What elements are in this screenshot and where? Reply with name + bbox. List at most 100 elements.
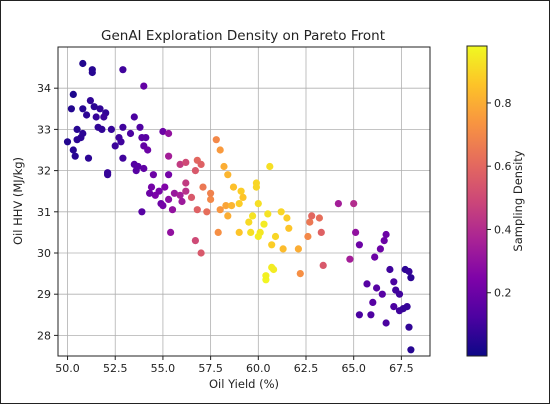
scatter-point [294,245,302,253]
scatter-point [111,142,119,150]
scatter-point [390,278,398,286]
colorbar-tick-label: 0.6 [494,160,512,173]
scatter-point [239,193,247,201]
y-tick-label: 31 [37,206,51,219]
scatter-point [346,255,354,263]
scatter-point [170,189,178,197]
plot-area [57,46,431,357]
scatter-point [79,59,87,68]
scatter-point [367,311,375,319]
scatter-point [277,208,285,216]
scatter-point [73,125,81,133]
y-tick-label: 34 [37,82,51,95]
x-tick-label: 57.5 [198,362,223,375]
scatter-point [63,138,72,146]
colorbar-tick-label: 0.4 [494,223,512,236]
scatter-point [262,272,270,280]
scatter-point [216,206,224,214]
scatter-point [371,253,379,261]
grid-lines [58,47,430,356]
scatter-point [386,265,394,274]
x-tick-label: 65.0 [341,362,366,375]
scatter-point [207,195,215,203]
scatter-point [224,212,232,220]
scatter-point [140,164,148,173]
scatter-point [159,127,167,136]
scatter-point [317,228,325,236]
scatter-point [296,270,304,278]
scatter-point [264,210,272,218]
scatter-point [382,319,390,327]
scatter-point [140,82,148,90]
x-tick-label: 55.0 [151,362,176,375]
colorbar-tick-label: 0.8 [494,97,512,110]
scatter-point [130,113,138,121]
scatter-point [350,200,358,208]
scatter-point [270,265,278,274]
x-tick-label: 60.0 [246,362,271,375]
scatter-point [403,303,411,311]
scatter-point [271,232,280,241]
scatter-point [214,228,222,236]
scatter-point [176,191,184,199]
scatter-point [165,129,173,138]
data-points [63,59,415,354]
scatter-point [279,245,287,253]
scatter-point [405,267,413,276]
y-tick-label: 33 [37,123,51,136]
scatter-point [268,241,276,249]
scatter-point [182,187,190,195]
scatter-point [100,113,108,121]
scatter-point [161,183,169,191]
scatter-point [308,212,316,220]
scatter-point [178,197,186,206]
scatter-point [376,245,384,253]
y-tick-label: 32 [37,165,51,178]
x-tick-label: 67.5 [389,362,414,375]
scatter-point [199,183,207,191]
x-axis-ticks: 50.0 52.5 55.0 57.5 60.0 62.5 65.0 67.5 [55,356,414,375]
scatter-point [352,228,360,236]
colorbar-tick-label: 0.2 [494,287,512,300]
scatter-point [390,303,398,311]
y-tick-label: 30 [37,247,51,260]
scatter-point [193,206,201,214]
scatter-point [355,241,363,249]
scatter-point [247,228,255,236]
scatter-point [84,154,93,162]
scatter-point [407,274,415,282]
scatter-point [203,208,211,216]
scatter-point [69,90,77,98]
scatter-point [260,220,268,228]
scatter-point [79,105,87,113]
chart-title: GenAI Exploration Density on Pareto Fron… [101,28,385,44]
scatter-point [266,162,274,171]
scatter-point [71,152,79,160]
y-tick-label: 28 [37,329,51,342]
y-axis-label: Oil HHV (MJ/kg) [11,157,25,245]
scatter-point [355,311,363,319]
scatter-point [229,183,238,191]
scatter-point [212,136,220,144]
x-tick-label: 52.5 [103,362,128,375]
scatter-point [197,160,205,168]
scatter-point [117,138,125,146]
scatter-point [165,152,173,160]
scatter-point [182,179,190,187]
scatter-point [79,129,87,138]
colorbar [466,45,488,357]
scatter-point [363,280,371,288]
scatter-point [142,134,150,142]
scatter-point [107,125,115,133]
scatter-point [187,193,196,201]
scatter-point [165,171,173,179]
scatter-point [149,171,157,179]
x-axis-label: Oil Yield (%) [209,377,279,391]
scatter-point [245,218,253,226]
scatter-point [83,111,91,119]
scatter-point [197,249,205,257]
scatter-point [315,214,323,222]
scatter-point [119,66,127,74]
scatter-point [144,146,152,154]
x-tick-label: 50.0 [55,362,80,375]
